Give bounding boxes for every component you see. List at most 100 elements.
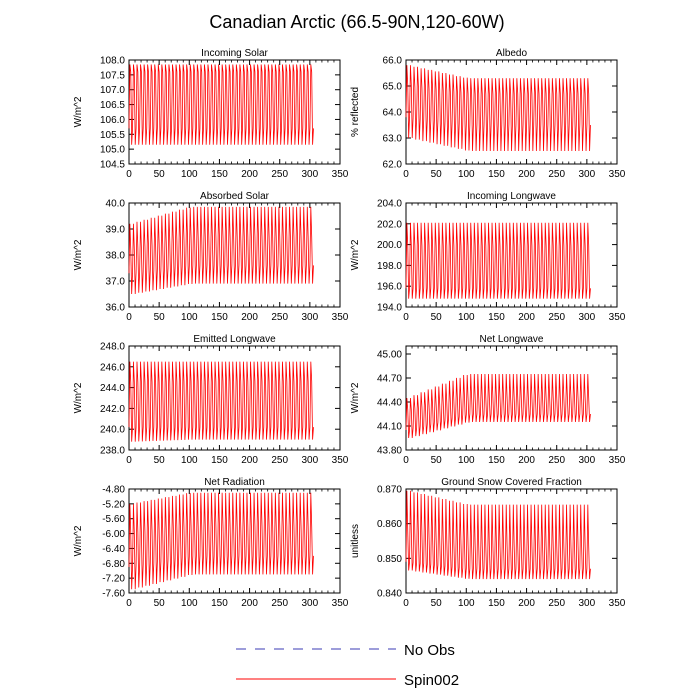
x-tick-label: 100 xyxy=(458,169,475,180)
y-axis-label: W/m^2 xyxy=(73,525,84,556)
panel-title: Incoming Longwave xyxy=(467,191,556,202)
y-tick-label: 39.0 xyxy=(106,225,126,236)
y-axis-label: W/m^2 xyxy=(73,382,84,413)
panel-net-radiation: Net Radiation W/m^2 0 50 100 150 200 250 300 350 -… xyxy=(73,477,349,609)
y-tick-label: 105.0 xyxy=(100,145,125,156)
y-tick-label: -7.20 xyxy=(102,574,125,585)
legend: No Obs Spin002 xyxy=(236,642,459,689)
x-tick-label: 300 xyxy=(579,455,596,466)
series-line-spin002 xyxy=(405,490,591,580)
y-tick-label: 44.70 xyxy=(377,374,402,385)
series-line-spin002 xyxy=(405,222,591,299)
y-tick-label: 242.0 xyxy=(100,404,125,415)
panel-incoming-longwave: Incoming Longwave W/m^2 0 50 100 150 200 250 300… xyxy=(350,191,626,323)
x-tick-label: 200 xyxy=(518,455,535,466)
x-tick-label: 300 xyxy=(579,598,596,609)
x-tick-label: 250 xyxy=(271,455,288,466)
x-tick-label: 50 xyxy=(154,455,166,466)
x-tick-label: 150 xyxy=(488,598,505,609)
y-tick-label: 107.5 xyxy=(100,70,125,81)
x-tick-label: 200 xyxy=(241,455,258,466)
x-tick-label: 350 xyxy=(332,455,349,466)
x-tick-label: 250 xyxy=(271,598,288,609)
y-tick-label: 0.860 xyxy=(377,519,402,530)
x-tick-label: 350 xyxy=(332,312,349,323)
x-tick-label: 100 xyxy=(458,312,475,323)
x-tick-label: 300 xyxy=(579,312,596,323)
x-tick-label: 250 xyxy=(548,312,565,323)
y-tick-label: 65.0 xyxy=(383,82,403,93)
panel-emitted-longwave: Emitted Longwave W/m^2 0 50 100 150 200 250 300 3… xyxy=(73,334,349,466)
y-tick-label: 64.0 xyxy=(383,108,403,119)
panel-title: Absorbed Solar xyxy=(200,191,270,202)
x-tick-label: 200 xyxy=(518,598,535,609)
x-tick-label: 150 xyxy=(211,455,228,466)
plot-frame xyxy=(405,202,618,308)
x-tick-label: 100 xyxy=(458,598,475,609)
y-tick-label: 106.5 xyxy=(100,100,125,111)
x-tick-label: 50 xyxy=(154,169,166,180)
y-tick-label: -7.60 xyxy=(102,589,125,600)
x-tick-label: 250 xyxy=(271,312,288,323)
y-axis-label: unitless xyxy=(350,524,361,558)
y-tick-label: 240.0 xyxy=(100,425,125,436)
series-line-spin002 xyxy=(128,206,314,295)
y-tick-label: 0.850 xyxy=(377,554,402,565)
x-tick-label: 100 xyxy=(181,169,198,180)
y-tick-label: -6.80 xyxy=(102,559,125,570)
y-tick-label: 38.0 xyxy=(106,251,126,262)
x-tick-label: 50 xyxy=(154,598,166,609)
x-tick-label: 0 xyxy=(403,455,409,466)
x-tick-label: 200 xyxy=(241,312,258,323)
y-axis-label: W/m^2 xyxy=(73,96,84,127)
panel-net-longwave: Net Longwave W/m^2 0 50 100 150 200 250 300 350 43… xyxy=(350,334,626,466)
x-tick-label: 300 xyxy=(302,312,319,323)
panel-title: Net Longwave xyxy=(480,334,544,345)
y-tick-label: 37.0 xyxy=(106,277,126,288)
x-tick-label: 100 xyxy=(181,455,198,466)
x-tick-label: 150 xyxy=(211,598,228,609)
series-line-spin002 xyxy=(405,373,591,439)
y-tick-label: 66.0 xyxy=(383,56,403,67)
x-tick-label: 250 xyxy=(271,169,288,180)
x-tick-label: 150 xyxy=(488,455,505,466)
y-axis-label: W/m^2 xyxy=(350,382,361,413)
y-tick-label: 238.0 xyxy=(100,446,125,457)
x-tick-label: 300 xyxy=(579,169,596,180)
panels-group: Incoming Solar W/m^2 0 50 100 150 200 250 300 350… xyxy=(73,48,626,609)
series-line-spin002 xyxy=(128,361,314,442)
x-tick-label: 50 xyxy=(431,169,443,180)
series-line-spin002 xyxy=(128,64,314,145)
x-tick-label: 50 xyxy=(431,455,443,466)
x-tick-label: 50 xyxy=(431,598,443,609)
x-tick-label: 350 xyxy=(332,598,349,609)
y-tick-label: 194.0 xyxy=(377,303,402,314)
y-axis-label: W/m^2 xyxy=(73,239,84,270)
x-tick-label: 200 xyxy=(241,169,258,180)
x-tick-label: 50 xyxy=(431,312,443,323)
x-tick-label: 0 xyxy=(403,312,409,323)
x-tick-label: 0 xyxy=(403,598,409,609)
y-tick-label: 108.0 xyxy=(100,56,125,67)
panel-title: Ground Snow Covered Fraction xyxy=(441,477,582,488)
y-tick-label: 106.0 xyxy=(100,115,125,126)
panel-incoming-solar: Incoming Solar W/m^2 0 50 100 150 200 250 300 350… xyxy=(73,48,349,180)
plot-frame xyxy=(405,345,618,451)
y-tick-label: 196.0 xyxy=(377,282,402,293)
legend-no-obs-label: No Obs xyxy=(404,642,455,659)
y-tick-label: 204.0 xyxy=(377,199,402,210)
x-tick-label: 350 xyxy=(609,312,626,323)
x-tick-label: 0 xyxy=(126,312,132,323)
y-tick-label: -5.20 xyxy=(102,499,125,510)
y-axis-label: % reflected xyxy=(350,87,361,137)
x-tick-label: 350 xyxy=(609,598,626,609)
x-tick-label: 300 xyxy=(302,598,319,609)
y-tick-label: 104.5 xyxy=(100,160,125,171)
panel-title: Emitted Longwave xyxy=(193,334,276,345)
y-axis-label: W/m^2 xyxy=(350,239,361,270)
x-tick-label: 250 xyxy=(548,598,565,609)
y-tick-label: -6.40 xyxy=(102,544,125,555)
panel-title: Incoming Solar xyxy=(201,48,268,59)
x-tick-label: 300 xyxy=(302,169,319,180)
